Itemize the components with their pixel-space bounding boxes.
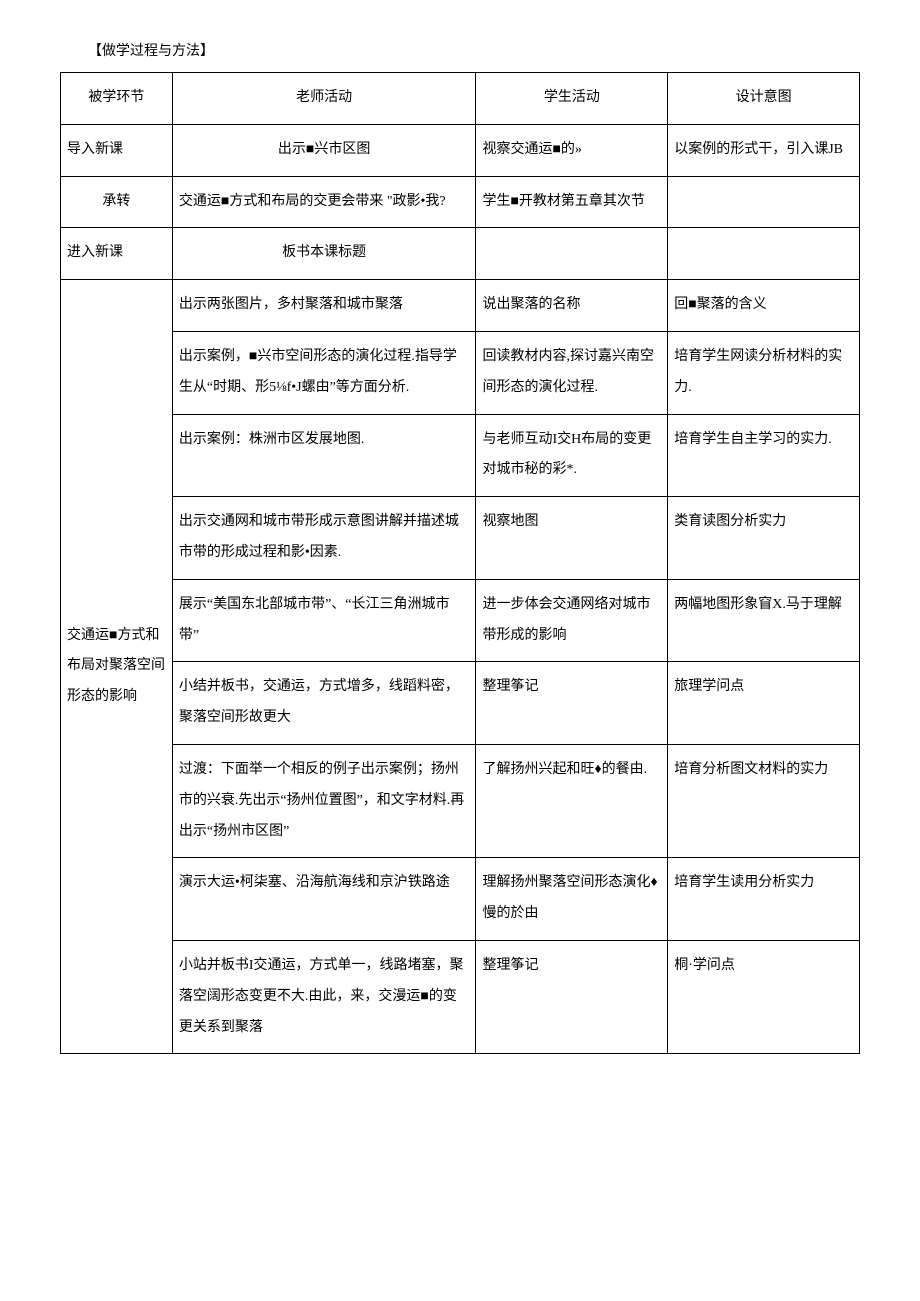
cell-stage: 导入新课 [61, 124, 173, 176]
table-row: 小结并板书，交通运，方式增多，线蹈料密，聚落空间形故更大 整理筝记 旅理学问点 [61, 662, 860, 745]
cell-intent: 培育学生自主学习的实力. [668, 414, 860, 497]
cell-student: 视察交通运■的» [476, 124, 668, 176]
cell-teacher: 出示两张图片，多村聚落和城市聚落 [172, 280, 476, 332]
cell-intent: 培育学生网读分析材料的实力. [668, 331, 860, 414]
cell-student: 回读教材内容,探讨嘉兴南空间形态的演化过程. [476, 331, 668, 414]
header-cell: 老师活动 [172, 73, 476, 125]
cell-student: 学生■开教材第五章其次节 [476, 176, 668, 228]
cell-student: 视察地图 [476, 497, 668, 580]
cell-section: 交通运■方式和布局对聚落空间形态的影响 [61, 280, 173, 1054]
cell-teacher: 小结并板书，交通运，方式增多，线蹈料密，聚落空间形故更大 [172, 662, 476, 745]
table-row: 出示交通网和城市带形成示意图讲解并描述城市带的形成过程和影•因素. 视察地图 类… [61, 497, 860, 580]
table-row: 演示大运•柯柒塞、沿海航海线和京沪铁路途 理解扬州聚落空间形态演化♦慢的於由 培… [61, 858, 860, 941]
cell-intent: 桐·学问点 [668, 940, 860, 1053]
cell-intent: 培育学生读用分析实力 [668, 858, 860, 941]
table-row: 进入新课 板书本课标题 [61, 228, 860, 280]
table-row: 小站并板书I交通运，方式单一，线路堵塞，聚落空阔形态变更不大.由此，来，交漫运■… [61, 940, 860, 1053]
cell-teacher: 出示案例，■兴市空间形态的演化过程.指导学生从“时期、形5⅛f•J螺由”等方面分… [172, 331, 476, 414]
header-cell: 设计意图 [668, 73, 860, 125]
table-row: 交通运■方式和布局对聚落空间形态的影响 出示两张图片，多村聚落和城市聚落 说出聚… [61, 280, 860, 332]
cell-student: 说出聚落的名称 [476, 280, 668, 332]
cell-teacher: 出示案例：株洲市区发展地图. [172, 414, 476, 497]
cell-student [476, 228, 668, 280]
cell-teacher: 演示大运•柯柒塞、沿海航海线和京沪铁路途 [172, 858, 476, 941]
cell-intent [668, 176, 860, 228]
cell-intent: 以案例的形式干，引入课JB [668, 124, 860, 176]
cell-teacher: 过渡：下面举一个相反的例子出示案例；扬州市的兴衰.先出示“扬州位置图”，和文字材… [172, 744, 476, 857]
table-row: 承转 交通运■方式和布局的交更会带来 "政影•我? 学生■开教材第五章其次节 [61, 176, 860, 228]
section-heading: 【做学过程与方法】 [60, 40, 860, 60]
cell-teacher: 展示“美国东北部城市带”、“长江三角洲城市带” [172, 579, 476, 662]
cell-student: 了解扬州兴起和旺♦的餐由. [476, 744, 668, 857]
lesson-plan-table: 被学环节 老师活动 学生活动 设计意图 导入新课 出示■兴市区图 视察交通运■的… [60, 72, 860, 1054]
cell-intent: 旅理学问点 [668, 662, 860, 745]
table-row: 出示案例，■兴市空间形态的演化过程.指导学生从“时期、形5⅛f•J螺由”等方面分… [61, 331, 860, 414]
cell-intent: 培育分析图文材料的实力 [668, 744, 860, 857]
cell-teacher: 出示■兴市区图 [172, 124, 476, 176]
cell-student: 整理筝记 [476, 940, 668, 1053]
cell-intent: 回■聚落的含义 [668, 280, 860, 332]
table-row: 展示“美国东北部城市带”、“长江三角洲城市带” 进一步体会交通网络对城市带形成的… [61, 579, 860, 662]
cell-teacher: 小站并板书I交通运，方式单一，线路堵塞，聚落空阔形态变更不大.由此，来，交漫运■… [172, 940, 476, 1053]
header-cell: 被学环节 [61, 73, 173, 125]
table-row: 导入新课 出示■兴市区图 视察交通运■的» 以案例的形式干，引入课JB [61, 124, 860, 176]
table-header-row: 被学环节 老师活动 学生活动 设计意图 [61, 73, 860, 125]
cell-student: 理解扬州聚落空间形态演化♦慢的於由 [476, 858, 668, 941]
header-cell: 学生活动 [476, 73, 668, 125]
cell-teacher: 板书本课标题 [172, 228, 476, 280]
cell-intent: 两幅地图形象窅X.马于理解 [668, 579, 860, 662]
cell-student: 进一步体会交通网络对城市带形成的影响 [476, 579, 668, 662]
table-row: 出示案例：株洲市区发展地图. 与老师互动I交H布局的变更对城市秘的彩*. 培育学… [61, 414, 860, 497]
cell-stage: 承转 [61, 176, 173, 228]
cell-student: 整理筝记 [476, 662, 668, 745]
cell-stage: 进入新课 [61, 228, 173, 280]
cell-intent: 类育读图分析实力 [668, 497, 860, 580]
cell-student: 与老师互动I交H布局的变更对城市秘的彩*. [476, 414, 668, 497]
table-row: 过渡：下面举一个相反的例子出示案例；扬州市的兴衰.先出示“扬州位置图”，和文字材… [61, 744, 860, 857]
cell-intent [668, 228, 860, 280]
cell-teacher: 交通运■方式和布局的交更会带来 "政影•我? [172, 176, 476, 228]
cell-teacher: 出示交通网和城市带形成示意图讲解并描述城市带的形成过程和影•因素. [172, 497, 476, 580]
